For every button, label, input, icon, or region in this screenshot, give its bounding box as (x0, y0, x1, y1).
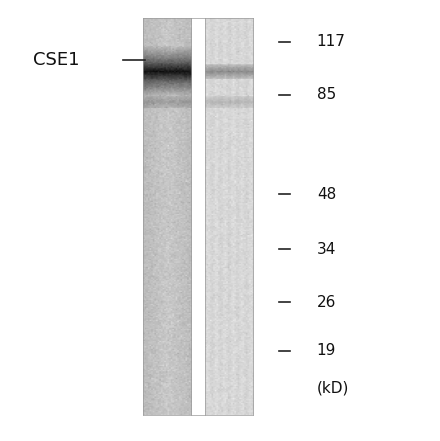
Text: (kD): (kD) (317, 381, 349, 396)
Text: 34: 34 (317, 242, 336, 257)
Text: 19: 19 (317, 343, 336, 358)
Text: 85: 85 (317, 87, 336, 102)
Text: 48: 48 (317, 187, 336, 202)
Text: 117: 117 (317, 34, 346, 49)
Text: CSE1: CSE1 (33, 51, 79, 68)
Text: 26: 26 (317, 295, 336, 310)
